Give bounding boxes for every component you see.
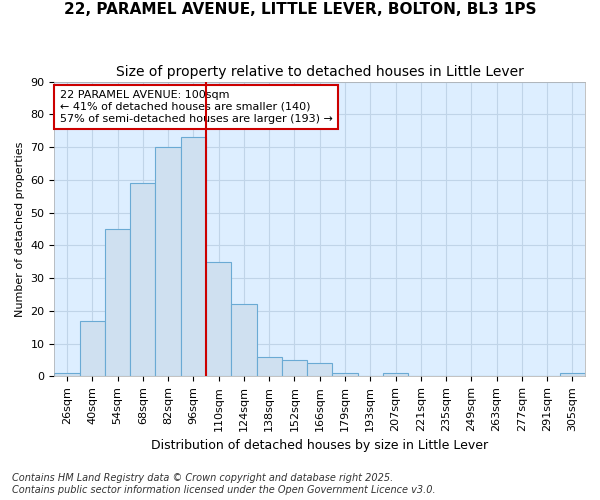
Bar [155, 147, 181, 376]
Bar [332, 373, 358, 376]
Text: Contains HM Land Registry data © Crown copyright and database right 2025.
Contai: Contains HM Land Registry data © Crown c… [12, 474, 436, 495]
Bar [130, 183, 155, 376]
Bar [181, 137, 206, 376]
Bar [560, 373, 585, 376]
Bar [282, 360, 307, 376]
Title: Size of property relative to detached houses in Little Lever: Size of property relative to detached ho… [116, 65, 524, 79]
Bar [206, 262, 231, 376]
Text: 22 PARAMEL AVENUE: 100sqm
← 41% of detached houses are smaller (140)
57% of semi: 22 PARAMEL AVENUE: 100sqm ← 41% of detac… [60, 90, 332, 124]
Bar [231, 304, 257, 376]
Bar [80, 320, 105, 376]
Bar [55, 373, 80, 376]
X-axis label: Distribution of detached houses by size in Little Lever: Distribution of detached houses by size … [151, 440, 488, 452]
Text: 22, PARAMEL AVENUE, LITTLE LEVER, BOLTON, BL3 1PS: 22, PARAMEL AVENUE, LITTLE LEVER, BOLTON… [64, 2, 536, 18]
Bar [257, 356, 282, 376]
Bar [383, 373, 408, 376]
Bar [105, 229, 130, 376]
Y-axis label: Number of detached properties: Number of detached properties [15, 141, 25, 316]
Bar [307, 363, 332, 376]
